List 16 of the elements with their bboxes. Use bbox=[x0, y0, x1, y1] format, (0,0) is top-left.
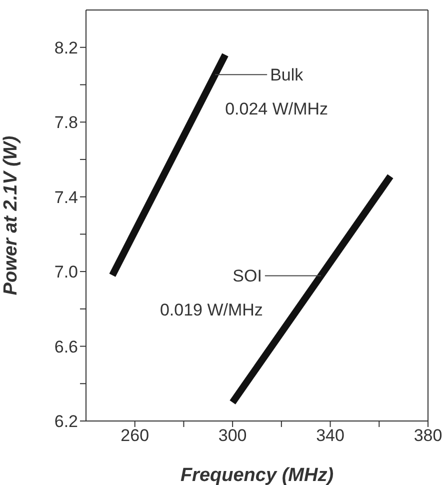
x-tick-label: 380 bbox=[414, 426, 442, 446]
annotation: 0.024 W/MHz bbox=[225, 100, 328, 119]
annotation: 0.019 W/MHz bbox=[160, 300, 263, 320]
y-tick-label: 7.8 bbox=[54, 113, 78, 132]
y-tick-label: 6.6 bbox=[54, 337, 78, 356]
x-tick-label: 300 bbox=[218, 426, 247, 446]
y-tick-label: 6.2 bbox=[54, 412, 78, 432]
x-axis-title: Frequency (MHz) bbox=[180, 465, 334, 485]
y-axis-title: Power at 2.1V (W) bbox=[0, 136, 22, 296]
text: SOI bbox=[232, 266, 262, 286]
y-tick-label: 8.2 bbox=[54, 38, 78, 58]
y-tick-label: 7.4 bbox=[54, 188, 78, 207]
text: Bulk bbox=[270, 66, 304, 85]
x-tick-label: 260 bbox=[120, 426, 150, 446]
x-tick-label: 340 bbox=[316, 426, 344, 446]
y-tick-label: 7.0 bbox=[54, 262, 78, 282]
